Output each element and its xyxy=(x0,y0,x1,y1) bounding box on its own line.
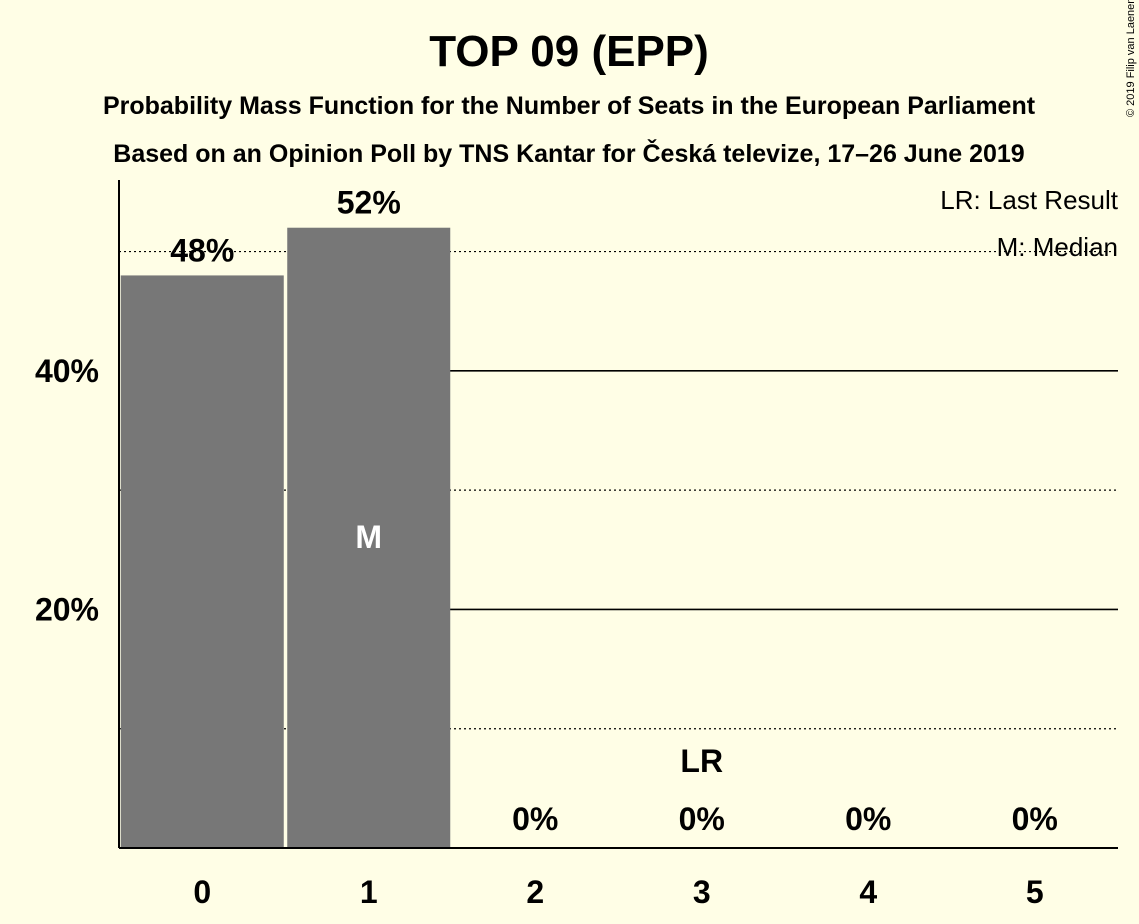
x-tick-label: 0 xyxy=(193,874,211,910)
axes: 20% 40% 0 1 2 3 4 5 xyxy=(35,180,1118,910)
x-tick-label: 4 xyxy=(859,874,877,910)
x-tick-label: 1 xyxy=(360,874,378,910)
legend-median: M: Median xyxy=(997,232,1118,262)
chart-subtitle-line-2: Based on an Opinion Poll by TNS Kantar f… xyxy=(113,138,1024,168)
x-tick-label: 5 xyxy=(1026,874,1044,910)
value-label: 0% xyxy=(679,801,725,837)
gridlines xyxy=(119,250,1118,730)
x-tick-label: 2 xyxy=(526,874,544,910)
marker-m: M xyxy=(355,519,382,555)
value-label: 0% xyxy=(845,801,891,837)
value-label: 52% xyxy=(337,185,401,221)
bars xyxy=(120,227,451,848)
bar-seats-0 xyxy=(120,275,284,848)
x-tick-label: 3 xyxy=(693,874,711,910)
copyright-notice: © 2019 Filip van Laenen xyxy=(1125,0,1137,117)
value-label: 48% xyxy=(170,232,234,268)
marker-lr: LR xyxy=(680,743,723,779)
chart-subtitle-line-1: Probability Mass Function for the Number… xyxy=(103,92,1036,120)
chart-title: TOP 09 (EPP) xyxy=(429,27,709,76)
value-label: 0% xyxy=(1012,801,1058,837)
y-tick-label: 40% xyxy=(35,353,99,389)
bar-seats-1 xyxy=(287,227,451,848)
bar-labels: 48% 52% 0% 0% 0% 0% M LR xyxy=(170,185,1058,837)
y-tick-label: 20% xyxy=(35,591,99,627)
value-label: 0% xyxy=(512,801,558,837)
legend-last-result: LR: Last Result xyxy=(940,185,1119,215)
